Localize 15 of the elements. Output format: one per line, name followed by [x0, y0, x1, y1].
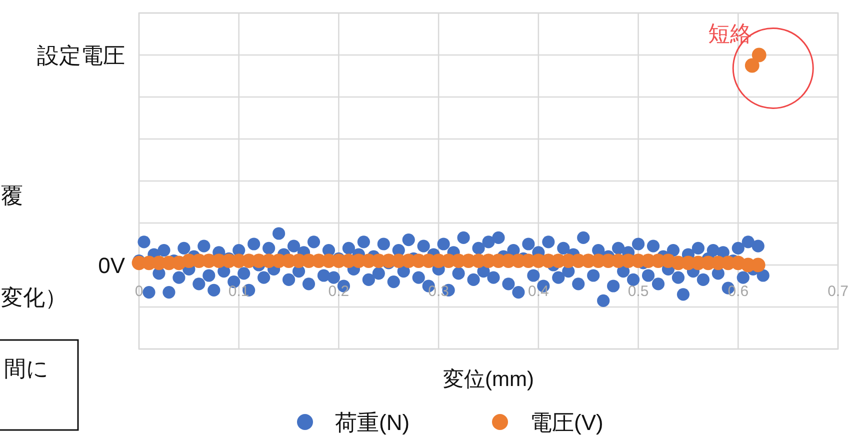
annotation: 短絡	[708, 21, 752, 46]
x-tick-label: 0.4	[528, 283, 549, 300]
x-tick-label: 0.6	[728, 283, 749, 300]
x-tick-label: 0.7	[828, 283, 848, 300]
text: 0V	[98, 253, 126, 278]
x-tick-label: 0.2	[328, 283, 350, 300]
legend-label: 荷重(N)	[335, 410, 410, 435]
text: 覆	[1, 183, 23, 208]
x-tick-label: 0.5	[628, 283, 649, 300]
text: 変化）	[1, 285, 67, 310]
x-axis-title: 変位(mm)	[443, 368, 534, 391]
legend-label: 電圧(V)	[530, 410, 604, 435]
text: 設定電圧	[37, 43, 125, 68]
text: 間に	[4, 356, 49, 381]
x-tick-label: 0	[134, 283, 144, 300]
